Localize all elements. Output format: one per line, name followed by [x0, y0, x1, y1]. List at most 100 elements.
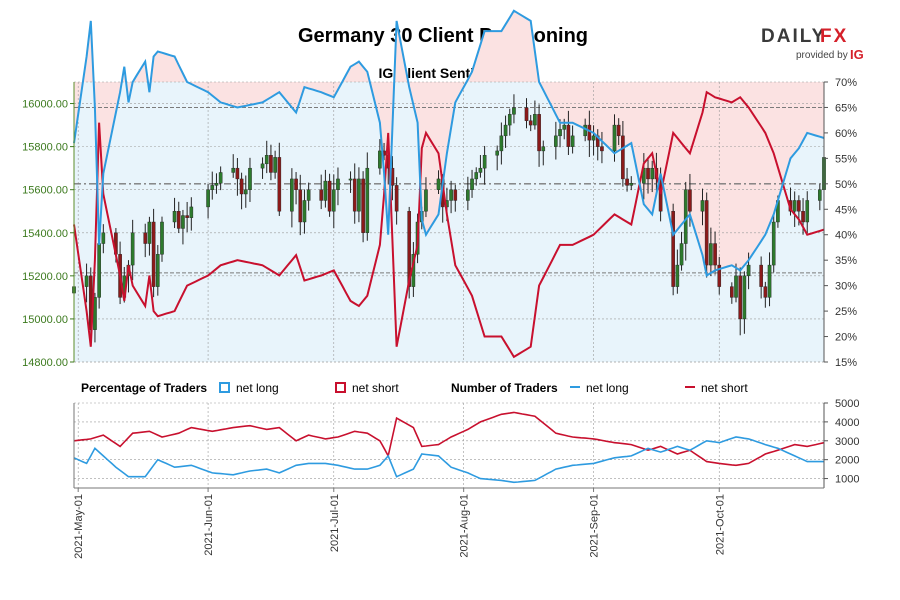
candle-body — [365, 167, 370, 233]
price-tick-label: 15200.00 — [22, 271, 68, 283]
legend: Percentage of Traders net long net short… — [81, 381, 748, 395]
candle-body — [327, 180, 332, 212]
candle-body — [147, 221, 152, 244]
count-tick-label: 3000 — [835, 436, 859, 448]
logo-daily-text: DAILY — [761, 26, 826, 47]
candle-body — [378, 150, 382, 169]
candle-body — [818, 189, 822, 201]
count-gridlines — [74, 402, 824, 488]
candle-body — [206, 189, 210, 208]
candle-body — [453, 189, 458, 201]
candle-body — [499, 135, 504, 152]
candle-body — [331, 189, 336, 212]
candle-body — [507, 114, 512, 126]
candle-body — [792, 200, 797, 212]
candle-body — [537, 114, 541, 152]
candle-body — [528, 120, 533, 126]
candle-body — [235, 167, 240, 180]
date-tick-label: 2021-May-01 — [73, 494, 85, 559]
candle-body — [424, 189, 428, 212]
candle-body — [218, 172, 223, 184]
pct-tick-label: 15% — [835, 357, 857, 369]
candle-body — [730, 286, 734, 298]
candle-body — [763, 286, 768, 298]
candle-body — [621, 135, 625, 180]
candle-body — [189, 206, 194, 218]
candle-body — [130, 232, 135, 266]
candle-body — [600, 146, 604, 152]
candle-body — [474, 172, 479, 180]
candle-body — [239, 178, 244, 195]
price-tick-label: 14800.00 — [22, 357, 68, 369]
candle-body — [394, 185, 399, 212]
candle-body — [558, 129, 562, 137]
candle-body — [160, 221, 164, 255]
date-tick-label: 2021-Jun-01 — [203, 494, 215, 556]
pct-tick-label: 35% — [835, 255, 857, 267]
candle-body — [176, 211, 181, 229]
count-tick-label: 1000 — [835, 474, 859, 486]
candle-body — [436, 178, 441, 190]
price-candles — [72, 94, 826, 344]
candle-body — [294, 178, 298, 190]
legend-pct-short-label: net short — [352, 381, 399, 395]
logo-fx-text: FX — [820, 26, 848, 47]
candle-body — [625, 178, 629, 186]
candle-body — [260, 163, 265, 169]
candle-body — [495, 150, 499, 156]
net-long-pct-line — [73, 9, 825, 278]
candle-body — [302, 200, 307, 223]
candle-body — [348, 178, 353, 181]
price-tick-label: 15800.00 — [22, 142, 68, 154]
price-tick-label: 15400.00 — [22, 228, 68, 240]
pct-tick-label: 25% — [835, 306, 857, 318]
candle-body — [269, 155, 273, 173]
legend-pct-long-label: net long — [236, 381, 279, 395]
count-axis-ticks: 1000 2000 3000 4000 5000 — [824, 398, 859, 486]
candle-body — [323, 180, 328, 201]
candle-body — [759, 264, 763, 287]
trader-count-panel: 1000 2000 3000 4000 5000 2021-May-01 2021-Jun… — [73, 398, 859, 559]
candle-body — [717, 264, 722, 287]
dailyfx-logo: DAILY FX provided by IG — [761, 26, 864, 62]
candle-body — [97, 243, 101, 298]
net-long-count-line — [73, 436, 824, 484]
candle-body — [570, 135, 575, 147]
date-tick-label: 2021-Jul-01 — [329, 494, 341, 552]
candle-body — [709, 243, 713, 266]
candle-body — [264, 155, 269, 165]
candle-body — [273, 157, 277, 173]
pct-tick-label: 70% — [835, 77, 857, 89]
candle-body — [290, 178, 294, 212]
candle-body — [767, 264, 772, 298]
reference-lines — [74, 106, 824, 274]
candle-body — [352, 178, 357, 212]
candle-body — [478, 167, 483, 173]
candle-body — [449, 189, 453, 201]
price-tick-label: 16000.00 — [22, 99, 68, 111]
candle-body — [185, 215, 189, 218]
candle-body — [172, 211, 177, 223]
candle-body — [151, 221, 156, 287]
candle-body — [671, 211, 675, 287]
candle-body — [524, 107, 529, 121]
candle-body — [155, 254, 160, 287]
candle-body — [277, 157, 282, 212]
candle-body — [306, 189, 311, 201]
candle-body — [591, 135, 596, 141]
pct-tick-label: 55% — [835, 153, 857, 165]
legend-count-title: Number of Traders — [451, 381, 558, 395]
net-long-area — [74, 10, 824, 362]
count-tick-label: 5000 — [835, 398, 859, 410]
candle-body — [533, 114, 537, 126]
legend-pct-long-swatch — [219, 382, 230, 393]
candle-body — [650, 167, 655, 180]
candle-body — [658, 178, 663, 212]
date-tick-label: 2021-Sep-01 — [589, 494, 601, 558]
net-short-pct-line — [73, 90, 825, 359]
legend-pct-short-swatch — [335, 382, 346, 393]
candle-body — [616, 124, 621, 137]
candle-body — [704, 200, 709, 266]
pct-tick-label: 45% — [835, 204, 857, 216]
